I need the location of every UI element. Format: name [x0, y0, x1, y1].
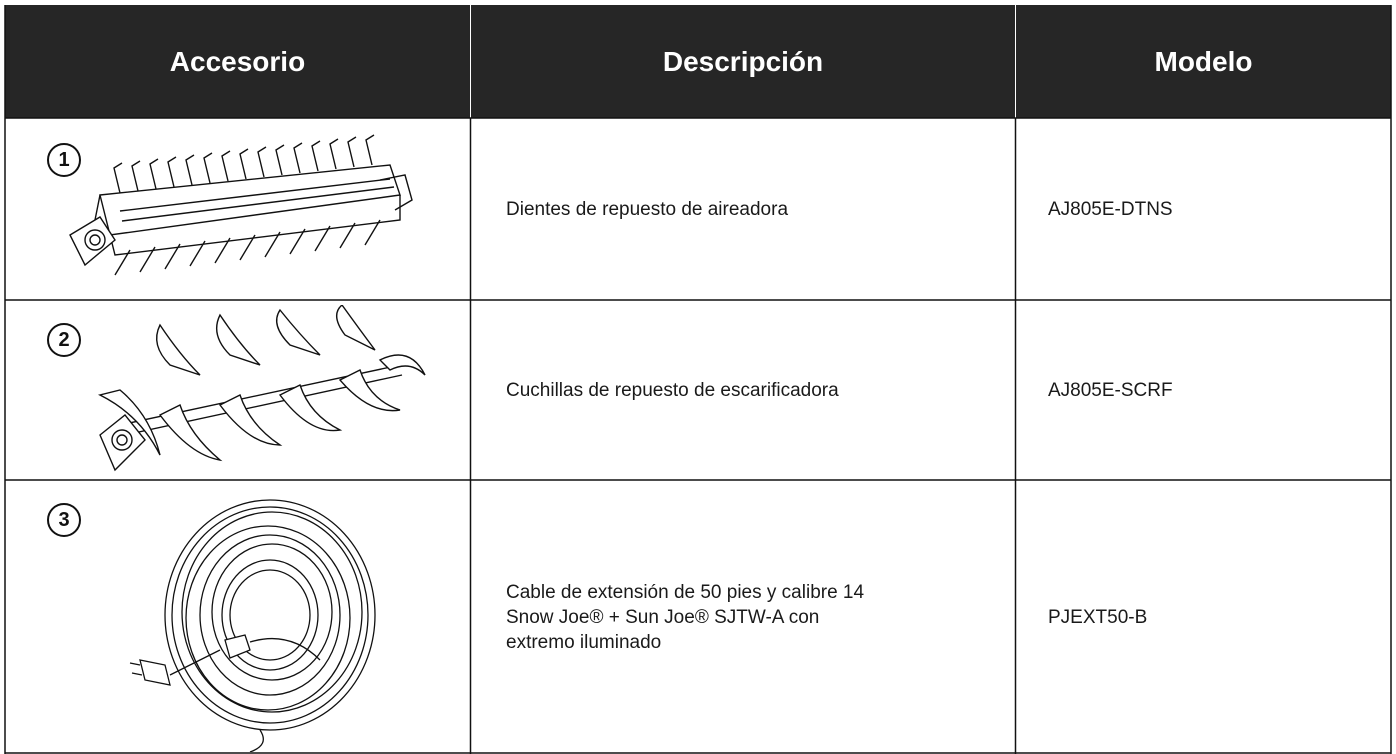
row-number: 1 — [47, 143, 81, 177]
description-line: Cuchillas de repuesto de escarificadora — [506, 379, 839, 401]
header-cell: Accesorio — [5, 5, 470, 118]
description-cell: Dientes de repuesto de aireadora — [506, 118, 1006, 300]
description-cell: Cuchillas de repuesto de escarificadora — [506, 300, 1006, 480]
description-line: Snow Joe® + Sun Joe® SJTW-A con — [506, 606, 820, 628]
description-line: extremo iluminado — [506, 631, 662, 653]
description-line: Cable de extensión de 50 pies y calibre … — [506, 581, 865, 603]
description-line: Dientes de repuesto de aireadora — [506, 198, 789, 220]
row-number: 3 — [47, 503, 81, 537]
header-cell: Modelo — [1016, 5, 1391, 118]
model-cell: PJEXT50-B — [1048, 606, 1148, 628]
header-cell: Descripción — [471, 5, 1015, 118]
model-cell: AJ805E-DTNS — [1048, 198, 1173, 220]
description-cell: Cable de extensión de 50 pies y calibre … — [506, 480, 1006, 754]
row-number: 2 — [47, 323, 81, 357]
scarifier-blades-illustration — [97, 305, 426, 472]
extension-cord-illustration — [129, 499, 376, 752]
aerator-tines-illustration — [69, 134, 413, 276]
model-cell: AJ805E-SCRF — [1048, 379, 1173, 401]
